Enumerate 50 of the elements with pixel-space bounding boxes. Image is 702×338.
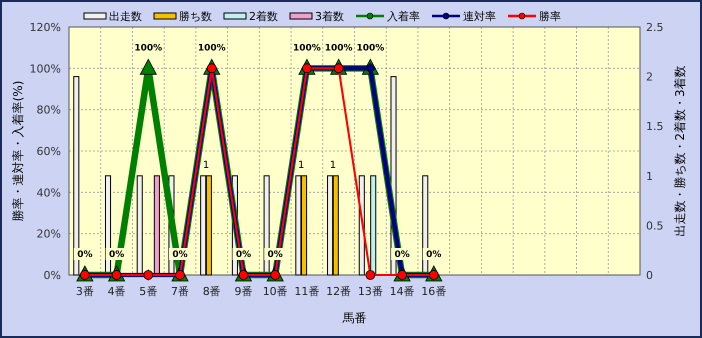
x-tick-label: 4番 xyxy=(108,285,126,298)
data-label: 100% xyxy=(356,43,384,54)
y-tick-label: 20% xyxy=(36,228,61,241)
x-tick-label: 10番 xyxy=(262,285,288,298)
y2-tick-label: 1 xyxy=(646,170,653,183)
y2-tick-label: 1.5 xyxy=(646,120,664,134)
data-label: 0% xyxy=(108,250,124,260)
data-label: 0% xyxy=(394,250,410,260)
legend-label: 勝率 xyxy=(539,10,561,23)
y-tick-label: 0% xyxy=(44,269,61,282)
data-label: 0% xyxy=(236,250,252,260)
data-label: 0% xyxy=(172,250,188,260)
data-label: 1 xyxy=(202,160,210,171)
x-tick-label: 9番 xyxy=(234,285,252,298)
y-tick-label: 80% xyxy=(36,104,61,117)
data-label: 0% xyxy=(268,250,283,260)
x-tick-label: 5番 xyxy=(139,285,158,298)
x-tick-label: 8番 xyxy=(202,285,221,298)
data-label: 0% xyxy=(426,250,442,260)
data-label: 100% xyxy=(293,43,321,54)
x-tick-label: 14番 xyxy=(390,285,415,298)
legend-label: 出走数 xyxy=(109,10,142,23)
data-label: 0% xyxy=(77,250,92,260)
x-tick-label: 7番 xyxy=(171,285,190,298)
legend-label: 入着率 xyxy=(387,10,420,23)
legend-label: 3着数 xyxy=(315,10,344,23)
y-tick-label: 60% xyxy=(36,145,61,158)
y2-axis-title: 出走数・勝ち数・2着数・3着数 xyxy=(673,65,687,237)
data-label: 100% xyxy=(198,43,226,54)
y2-tick-label: 0.5 xyxy=(646,219,664,232)
x-tick-label: 13番 xyxy=(358,285,383,298)
y2-tick-label: 0 xyxy=(646,269,653,282)
y-axis-title: 勝率・連対率・入着率(%) xyxy=(11,80,25,222)
x-tick-label: 3番 xyxy=(76,285,94,298)
x-tick-label: 11番 xyxy=(294,285,320,298)
y-tick-label: 120% xyxy=(30,21,61,34)
y2-tick-label: 2.5 xyxy=(646,21,664,34)
legend-label: 勝ち数 xyxy=(179,10,212,23)
legend-label: 連対率 xyxy=(463,10,496,23)
x-tick-label: 16番 xyxy=(421,285,446,298)
x-tick-label: 12番 xyxy=(326,285,352,298)
legend-label: 2着数 xyxy=(249,10,278,23)
y2-tick-label: 2 xyxy=(646,70,653,84)
data-label: 1 xyxy=(298,160,304,171)
data-label: 100% xyxy=(134,43,162,54)
data-label: 1 xyxy=(330,160,336,171)
y-tick-label: 100% xyxy=(30,62,61,76)
y-tick-label: 40% xyxy=(36,186,61,200)
x-axis-title: 馬番 xyxy=(342,311,366,325)
data-label: 100% xyxy=(324,43,353,54)
